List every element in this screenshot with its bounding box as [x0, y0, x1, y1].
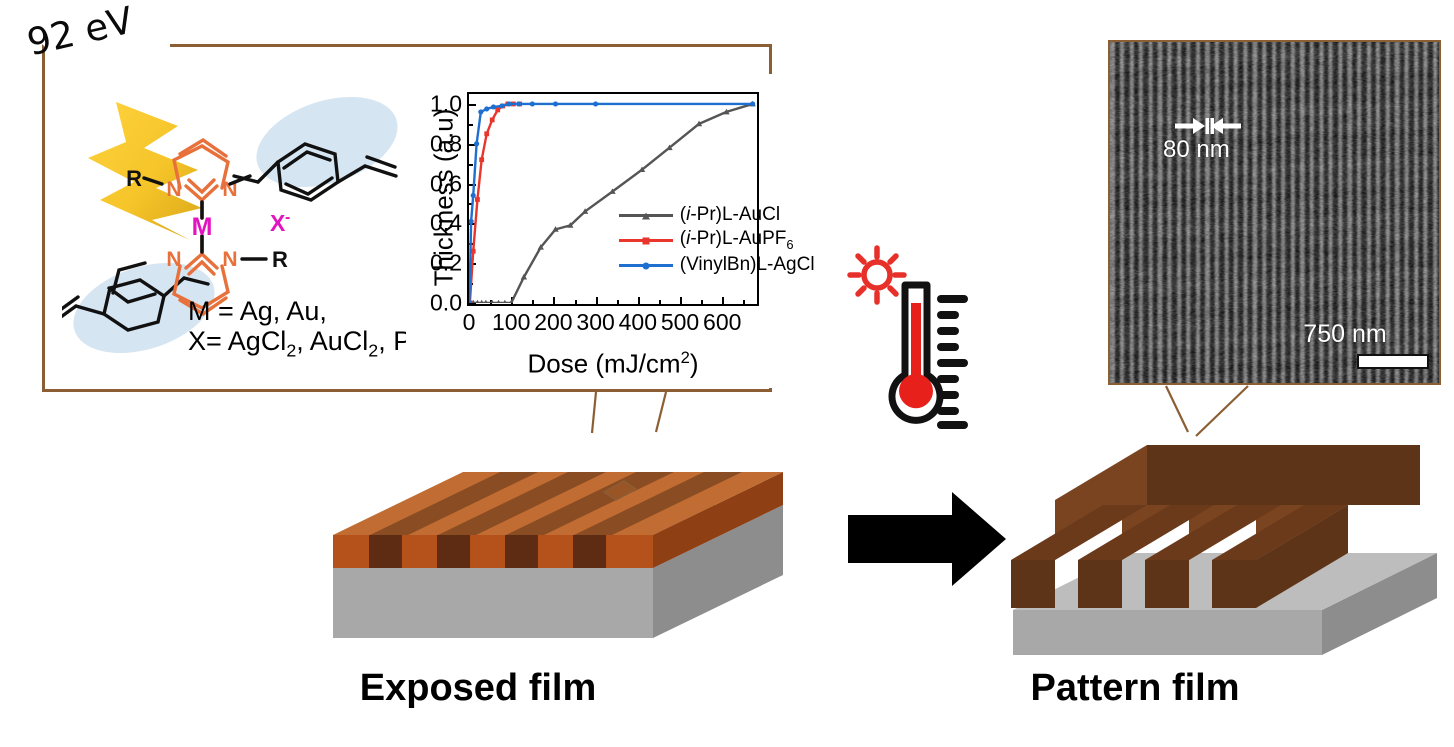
chart-marker	[491, 104, 496, 109]
chart-marker	[484, 131, 489, 136]
nitrogen-label: N	[166, 178, 181, 201]
chart-marker	[471, 193, 476, 198]
left-panel-frame-top	[170, 44, 772, 47]
chart-marker	[479, 157, 484, 162]
y-tick-label: 0.6	[430, 170, 462, 197]
chart-marker	[506, 101, 511, 106]
legend-label: (i-Pr)L-AuCl	[680, 203, 780, 228]
x-tick-label: 0	[463, 309, 476, 336]
legend-label: (i-Pr)L-AuPF6	[680, 227, 794, 254]
sem-scale-bar	[1357, 354, 1429, 369]
x-tick-label: 600	[703, 309, 741, 336]
chart-marker	[530, 101, 535, 106]
sun-icon	[850, 248, 904, 302]
nitrogen-label: N	[166, 248, 181, 271]
x-axis-label: Dose (mJ/cm2)	[467, 348, 759, 380]
legend-item[interactable]: (i-Pr)L-AuCl	[619, 203, 815, 228]
chart-marker	[475, 197, 480, 202]
legend-swatch	[619, 264, 673, 267]
x-tick-label: 200	[534, 309, 572, 336]
thermometer-scale	[937, 295, 968, 429]
r-group-label-top: R	[126, 166, 142, 191]
legend-swatch	[619, 239, 673, 242]
leader-lines-right	[1166, 386, 1248, 436]
y-tick-label: 0.4	[430, 210, 462, 237]
sem-scale-label: 750 nm	[1303, 320, 1386, 349]
caption-exposed-film: Exposed film	[318, 667, 638, 710]
chart-marker	[478, 109, 483, 114]
sem-feature-width-label: 80 nm	[1163, 136, 1230, 164]
legend-label: (VinylBn)L-AgCl	[680, 253, 815, 278]
chart-marker	[490, 117, 495, 122]
x-tick-label: 400	[619, 309, 657, 336]
process-arrow-icon	[848, 487, 1008, 597]
counterion-label: X	[270, 210, 286, 236]
x-tick-label: 300	[576, 309, 614, 336]
legend-item[interactable]: (i-Pr)L-AuPF6	[619, 228, 815, 253]
figure-canvas: 92 eV	[0, 0, 1454, 747]
chart-marker	[516, 101, 521, 106]
chart-marker	[593, 101, 598, 106]
leader-lines-left	[592, 392, 666, 433]
thermometer-bulb	[899, 374, 933, 408]
sem-micrograph	[1108, 40, 1441, 385]
legend-swatch	[619, 214, 673, 217]
metal-key-line: M = Ag, Au,	[188, 296, 438, 326]
pattern-film-3d	[1011, 445, 1437, 655]
chart-legend: (i-Pr)L-AuCl (i-Pr)L-AuPF6 (VinylBn)L-AgCl	[619, 203, 815, 278]
chart-marker	[499, 103, 504, 108]
r-group-label-bottom: R	[272, 247, 288, 272]
chart-marker	[474, 141, 479, 146]
substituent-key: M = Ag, Au, X= AgCl2, AuCl2, PF6	[188, 296, 438, 362]
thermometer-heat-icon	[845, 245, 995, 435]
legend-item[interactable]: (VinylBn)L-AgCl	[619, 253, 815, 278]
x-tick-label: 500	[661, 309, 699, 336]
x-tick-label: 100	[492, 309, 530, 336]
sem-image-canvas	[1110, 42, 1439, 383]
y-tick-label: 0.8	[430, 130, 462, 157]
chart-marker	[469, 219, 474, 224]
nitrogen-label: N	[222, 248, 237, 271]
chart-marker	[484, 106, 489, 111]
chart-marker	[750, 101, 755, 106]
counterion-charge: -	[285, 209, 290, 226]
metal-center-label: M	[192, 213, 213, 241]
exposed-film-3d	[333, 472, 783, 638]
y-tick-label: 0.2	[430, 250, 462, 277]
counterion-key-line: X= AgCl2, AuCl2, PF6	[188, 326, 438, 361]
y-tick-label: 1.0	[430, 90, 462, 117]
caption-pattern-film: Pattern film	[975, 667, 1295, 710]
chart-marker	[495, 108, 500, 113]
y-tick-label: 0.0	[430, 290, 462, 317]
plot-area: 0.0 0.2 0.4 0.6 0.8 1.0 0 100 200 300 400 500 600 (…	[467, 92, 759, 306]
chart-marker	[553, 101, 558, 106]
